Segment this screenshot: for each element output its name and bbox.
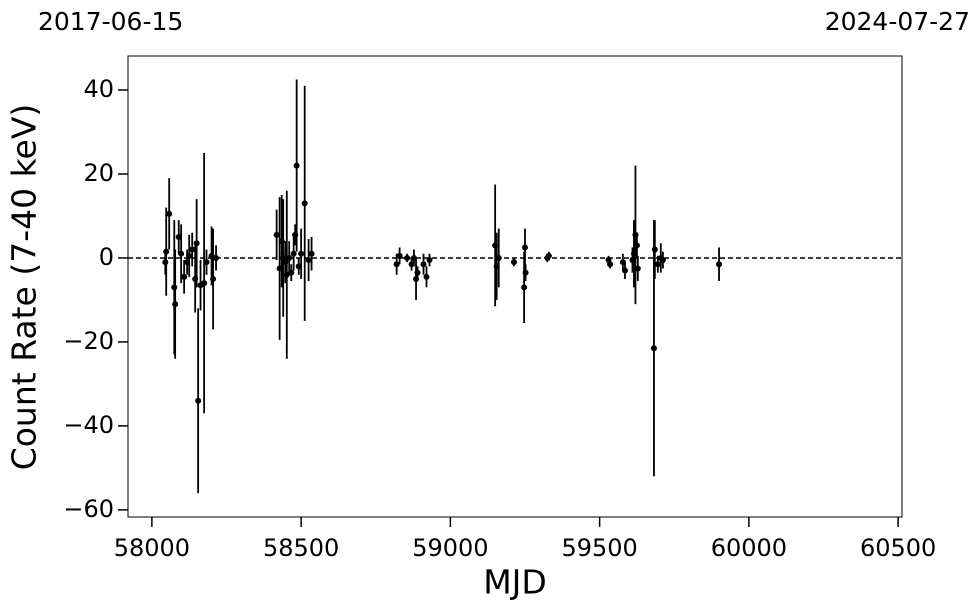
data-point: [396, 252, 403, 259]
data-point: [521, 284, 528, 291]
data-point: [286, 254, 293, 261]
x-tick-label: 58000: [114, 534, 190, 562]
data-point: [201, 280, 208, 287]
data-point: [213, 254, 220, 261]
y-tick-label: −20: [63, 327, 114, 355]
y-tick-label: −40: [63, 411, 114, 439]
data-point: [288, 269, 295, 276]
top-right-label: 2024-07-27: [825, 7, 970, 36]
data-point: [163, 248, 170, 255]
data-point: [305, 257, 312, 264]
x-tick-label: 60500: [860, 534, 936, 562]
data-point: [404, 254, 411, 261]
data-point: [495, 254, 502, 261]
data-point: [290, 250, 297, 257]
data-point: [659, 257, 666, 264]
data-point: [607, 261, 614, 268]
y-tick-label: 20: [83, 159, 114, 187]
data-point: [195, 397, 202, 404]
data-point: [651, 246, 658, 253]
y-tick-label: 40: [83, 75, 114, 103]
data-point: [654, 261, 661, 268]
data-point: [189, 246, 196, 253]
data-point: [203, 259, 210, 266]
data-point: [293, 162, 300, 169]
data-point: [172, 301, 179, 308]
data-point: [545, 252, 552, 259]
data-point: [178, 250, 185, 257]
data-point: [210, 275, 217, 282]
x-tick-label: 59500: [561, 534, 637, 562]
data-point: [716, 261, 723, 268]
data-point: [521, 244, 528, 251]
data-point: [181, 273, 188, 280]
data-point: [393, 261, 400, 268]
data-point: [414, 269, 421, 276]
data-point: [634, 265, 641, 272]
data-point: [193, 240, 200, 247]
data-point: [166, 210, 173, 217]
top-left-label: 2017-06-15: [38, 7, 183, 36]
x-tick-label: 58500: [263, 534, 339, 562]
data-point: [426, 257, 433, 264]
y-axis-label: Count Rate (7-40 keV): [5, 104, 44, 471]
data-point: [650, 345, 657, 352]
data-point: [301, 200, 308, 207]
data-point: [522, 269, 529, 276]
data-point: [423, 273, 430, 280]
data-point: [621, 267, 628, 274]
data-point: [633, 242, 640, 249]
y-tick-label: −60: [63, 495, 114, 523]
y-tick-label: 0: [99, 243, 114, 271]
data-point: [186, 252, 193, 259]
x-axis-label: MJD: [483, 563, 547, 602]
data-point: [273, 231, 280, 238]
x-tick-label: 60000: [711, 534, 787, 562]
data-point: [308, 250, 315, 257]
data-point: [420, 261, 427, 268]
x-tick-label: 59000: [412, 534, 488, 562]
plot-frame: [127, 55, 903, 518]
data-point: [510, 259, 517, 266]
data-point: [298, 250, 305, 257]
